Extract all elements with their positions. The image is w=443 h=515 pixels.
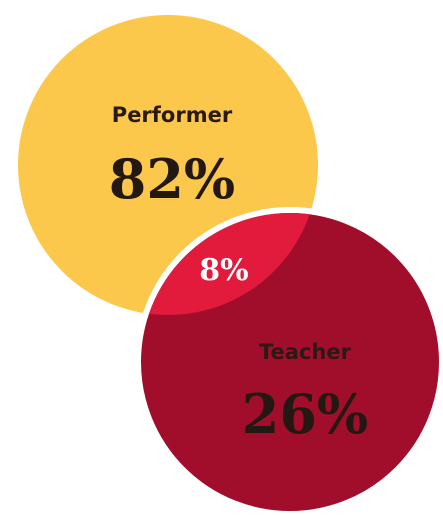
- teacher-label: Teacher: [259, 340, 352, 364]
- teacher-value: 26%: [242, 382, 368, 446]
- performer-value: 82%: [109, 147, 235, 211]
- performer-label: Performer: [112, 103, 233, 127]
- overlap-value: 8%: [199, 253, 248, 288]
- overlap-region: [141, 213, 318, 315]
